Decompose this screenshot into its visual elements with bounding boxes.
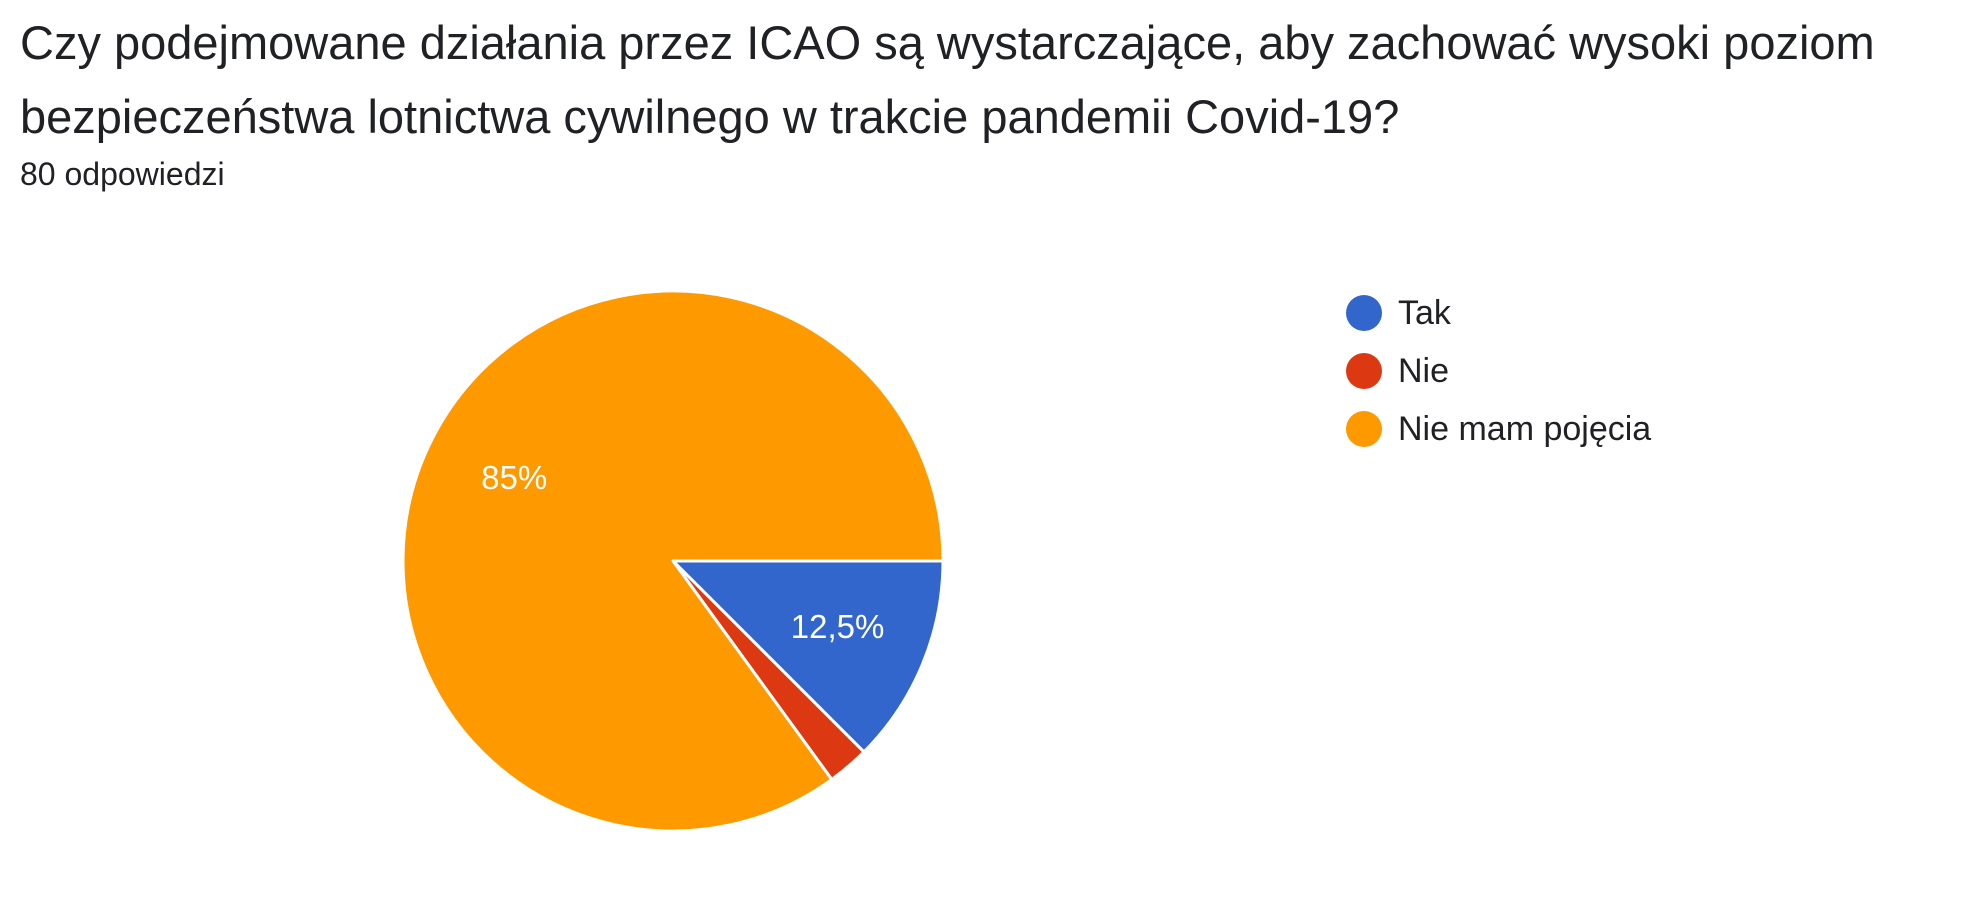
legend-item-0: Tak [1346, 284, 1651, 342]
legend-item-1: Nie [1346, 342, 1651, 400]
pie-slices [401, 289, 945, 833]
legend-label-0: Tak [1398, 293, 1451, 332]
legend-item-2: Nie mam pojęcia [1346, 400, 1651, 458]
pie-data-label-2: 85% [481, 459, 547, 496]
legend-swatch-0 [1346, 295, 1382, 331]
response-count: 80 odpowiedzi [20, 156, 225, 192]
pie-slice-2 [401, 289, 945, 833]
pie-data-label-0: 12,5% [791, 608, 885, 645]
pie-slice-0 [671, 559, 945, 754]
legend-label-1: Nie [1398, 351, 1450, 390]
legend-label-2: Nie mam pojęcia [1398, 409, 1652, 448]
legend-swatch-2 [1346, 411, 1382, 447]
pie-labels: 12,5% 85% [481, 459, 884, 645]
question-title: Czy podejmowane działania przez ICAO są … [20, 16, 1875, 143]
chart-legend: Tak Nie Nie mam pojęcia [1346, 284, 1651, 458]
legend-swatch-1 [1346, 353, 1382, 389]
